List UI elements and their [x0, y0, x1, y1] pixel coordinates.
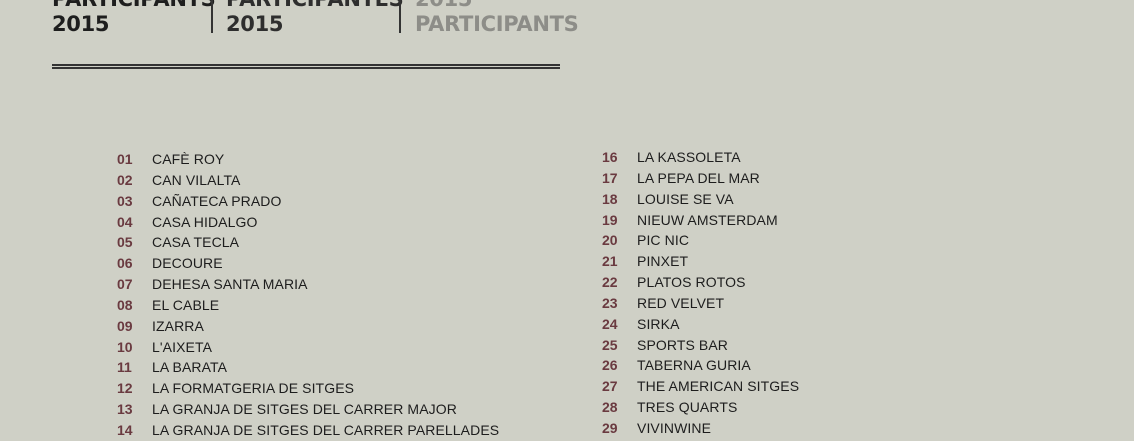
item-name: LA PEPA DEL MAR [637, 169, 760, 186]
heading-spanish: PARTICIPANTES 2015 [226, 0, 404, 37]
item-name: IZARRA [152, 317, 204, 334]
item-number: 27 [602, 378, 618, 395]
item-number: 01 [117, 151, 133, 167]
divider [399, 0, 401, 33]
item-number: 10 [117, 338, 133, 355]
item-name: LA FORMATGERIA DE SITGES [152, 380, 355, 397]
list-item: 19 NIEUW AMSTERDAM [602, 210, 799, 231]
item-name: L'AIXETA [152, 338, 213, 355]
item-number: 14 [117, 421, 133, 438]
list-item: 20 PIC NIC [602, 230, 799, 251]
item-number: 17 [602, 169, 618, 186]
list-item: 24 SIRKA [602, 314, 799, 335]
list-item: 29 VIVINWINE [602, 418, 799, 439]
item-name: VIVINWINE [637, 419, 712, 436]
item-name: TRES QUARTS [637, 399, 738, 416]
item-name: RED VELVET [637, 294, 725, 311]
list-item: 06 DECOURE [117, 253, 499, 274]
list-item: 21 PINXET [602, 251, 799, 272]
item-number: 07 [117, 276, 133, 293]
heading-line: PARTICIPANTS [415, 12, 579, 36]
item-number: 20 [602, 232, 618, 249]
item-name: CAFÈ ROY [152, 151, 225, 167]
item-number: 06 [117, 255, 133, 272]
heading-line: 2015 [52, 12, 110, 36]
list-item: 23 RED VELVET [602, 293, 799, 314]
item-number: 02 [117, 171, 133, 188]
item-name: PLATOS ROTOS [637, 274, 746, 291]
item-number: 13 [117, 401, 133, 418]
list-item: 05 CASA TECLA [117, 232, 499, 253]
double-rule-bottom [52, 67, 560, 69]
item-number: 09 [117, 317, 133, 334]
list-item: 12 LA FORMATGERIA DE SITGES [117, 378, 499, 399]
list-item: 14 LA GRANJA DE SITGES DEL CARRER PARELLA… [117, 420, 499, 441]
list-item: 09 IZARRA [117, 316, 499, 337]
item-name: PIC NIC [637, 232, 690, 249]
list-item: 17 LA PEPA DEL MAR [602, 168, 799, 189]
item-name: EL CABLE [152, 296, 220, 313]
item-number: 28 [602, 399, 618, 416]
item-name: NIEUW AMSTERDAM [637, 211, 778, 228]
item-name: CAÑATECA PRADO [152, 192, 282, 209]
list-item: 13 LA GRANJA DE SITGES DEL CARRER MAJOR [117, 399, 499, 420]
list-item: 16 LA KASSOLETA [602, 147, 799, 168]
participant-list-left: 01 CAFÈ ROY 02 CAN VILALTA 03 CAÑATECA PRADO 0… [117, 149, 499, 441]
list-item: 01 CAFÈ ROY [117, 149, 499, 170]
list-item: 08 EL CABLE [117, 295, 499, 316]
heading-catalan: PARTICIPANTS 2015 [52, 0, 216, 37]
list-item: 27 THE AMERICAN SITGES [602, 376, 799, 397]
heading-line: PARTICIPANTS [52, 0, 216, 12]
list-item: 26 TABERNA GURIA [602, 355, 799, 376]
item-name: DECOURE [152, 255, 223, 272]
item-name: SPORTS BAR [637, 336, 728, 353]
item-name: CAN VILALTA [152, 171, 241, 188]
item-name: SIRKA [637, 315, 680, 332]
list-item: 02 CAN VILALTA [117, 170, 499, 191]
list-item: 03 CAÑATECA PRADO [117, 191, 499, 212]
item-number: 16 [602, 149, 618, 165]
item-number: 23 [602, 294, 618, 311]
item-name: DEHESA SANTA MARIA [152, 276, 308, 293]
item-name: THE AMERICAN SITGES [637, 378, 800, 395]
item-name: CASA HIDALGO [152, 213, 258, 230]
participant-list-right: 16 LA KASSOLETA 17 LA PEPA DEL MAR 18 LOUISE … [602, 147, 799, 439]
item-name: LOUISE SE VA [637, 190, 734, 207]
item-number: 26 [602, 357, 618, 374]
item-name: LA KASSOLETA [637, 149, 741, 165]
list-item: 07 DEHESA SANTA MARIA [117, 274, 499, 295]
heading-line: PARTICIPANTES [226, 0, 404, 12]
item-name: LA BARATA [152, 359, 228, 376]
list-item: 04 CASA HIDALGO [117, 212, 499, 233]
item-number: 24 [602, 315, 618, 332]
list-item: 25 SPORTS BAR [602, 335, 799, 356]
item-name: PINXET [637, 253, 689, 270]
item-number: 12 [117, 380, 133, 397]
heading-line: 2015 [415, 0, 578, 12]
list-item: 18 LOUISE SE VA [602, 189, 799, 210]
item-number: 29 [602, 419, 618, 436]
list-item: 10 L'AIXETA [117, 337, 499, 358]
item-name: TABERNA GURIA [637, 357, 751, 374]
heading-english: 2015 PARTICIPANTS [415, 0, 579, 37]
item-number: 11 [117, 359, 132, 376]
item-number: 08 [117, 296, 133, 313]
item-name: CASA TECLA [152, 234, 240, 251]
item-number: 25 [602, 336, 618, 353]
item-number: 22 [602, 274, 618, 291]
list-item: 11 LA BARATA [117, 357, 499, 378]
double-rule-top [52, 64, 560, 66]
heading-line: 2015 [226, 12, 284, 36]
item-number: 04 [117, 213, 133, 230]
item-number: 19 [602, 211, 618, 228]
item-number: 21 [602, 253, 618, 270]
divider [211, 0, 213, 33]
list-item: 28 TRES QUARTS [602, 397, 799, 418]
list-item: 22 PLATOS ROTOS [602, 272, 799, 293]
item-number: 05 [117, 234, 133, 251]
item-number: 18 [602, 190, 618, 207]
item-number: 03 [117, 192, 133, 209]
item-name: LA GRANJA DE SITGES DEL CARRER MAJOR [152, 401, 457, 418]
